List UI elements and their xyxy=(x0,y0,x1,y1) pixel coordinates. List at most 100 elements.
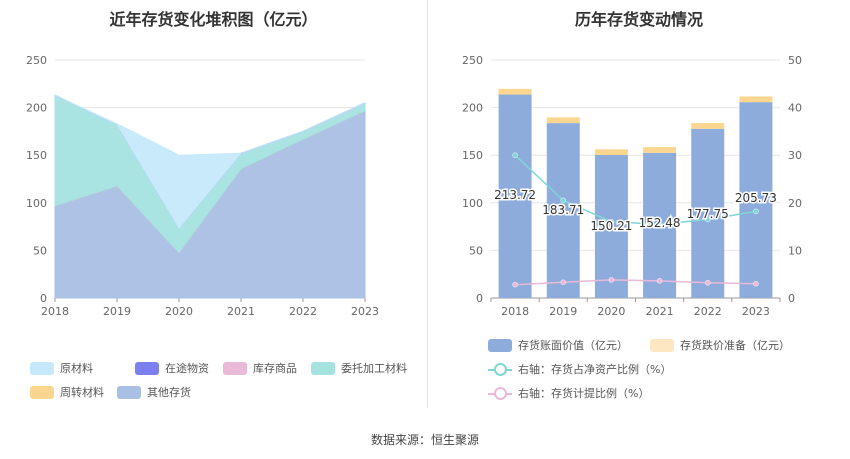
y-tick-label: 0 xyxy=(40,292,47,305)
y-tick-label: 200 xyxy=(462,102,483,115)
line-point xyxy=(705,216,711,223)
legend-item[interactable]: 在途物资 xyxy=(135,360,209,376)
legend-label: 存货跌价准备（亿元） xyxy=(680,339,790,352)
legend-item[interactable]: 周转材料 xyxy=(30,384,104,400)
x-tick-label: 2023 xyxy=(351,305,379,318)
y2-tick-label: 30 xyxy=(788,149,802,162)
legend-swatch xyxy=(488,386,512,400)
bar-data-label: 152.48 xyxy=(639,216,681,230)
legend-label: 存货账面价值（亿元） xyxy=(518,339,628,352)
line-point xyxy=(512,281,518,288)
y-tick-label: 50 xyxy=(33,244,47,257)
bar-data-label: 183.71 xyxy=(542,203,584,217)
legend-item[interactable]: 库存商品 xyxy=(223,360,297,376)
bar-inventory-value xyxy=(691,128,725,298)
legend-label: 库存商品 xyxy=(253,362,297,375)
legend-swatch xyxy=(223,361,247,375)
data-source-note: 数据来源：恒生聚源 xyxy=(370,433,479,447)
stacked-area-chart-panel: 近年存货变化堆积图（亿元） 0 50 100 150 200 250 2018 2019 202… xyxy=(0,0,427,410)
legend-label: 原材料 xyxy=(60,362,93,375)
line-point xyxy=(608,277,615,283)
legend-swatch xyxy=(117,385,141,399)
x-tick-label: 2018 xyxy=(501,305,529,318)
stacked-area-chart: 0 50 100 150 200 250 2018 2019 2020 2021 2022 2023 xyxy=(26,54,379,318)
right-chart-title: 历年存货变动情况 xyxy=(574,10,703,29)
x-tick-label: 2020 xyxy=(165,305,193,318)
line-point xyxy=(656,221,663,227)
line-point xyxy=(512,152,518,158)
bar-line-chart: 0 50 100 150 200 250 0 10 20 30 40 50 2018 2019 2020 20… xyxy=(462,54,802,318)
y-tick-label: 200 xyxy=(26,102,47,115)
x-tick-label: 2021 xyxy=(227,305,255,318)
x-tick-label: 2019 xyxy=(549,305,577,318)
y-tick-label: 250 xyxy=(462,54,483,67)
bar-impairment-provision xyxy=(498,88,532,95)
legend-item[interactable]: 委托加工材料 xyxy=(311,360,407,376)
line-point xyxy=(560,279,566,286)
legend-swatch xyxy=(488,362,512,376)
bar-impairment-provision xyxy=(643,147,677,153)
area-series xyxy=(54,94,366,230)
legend-item[interactable]: 右轴：存货计提比例（%） xyxy=(488,385,649,401)
x-tick-label: 2021 xyxy=(646,305,674,318)
line-point xyxy=(753,208,759,215)
bar-impairment-provision xyxy=(594,149,628,156)
y2-tick-label: 50 xyxy=(788,54,802,67)
line-point xyxy=(608,219,615,225)
legend-swatch xyxy=(135,361,159,375)
legend-swatch xyxy=(30,361,54,375)
bar-impairment-provision xyxy=(739,96,773,103)
y-tick-label: 0 xyxy=(476,292,483,305)
bar-data-label: 150.21 xyxy=(590,219,632,233)
legend-label: 委托加工材料 xyxy=(341,362,407,375)
bar-data-label: 205.73 xyxy=(735,191,777,205)
line-point xyxy=(705,280,711,286)
y-tick-label: 100 xyxy=(26,197,47,210)
line-point xyxy=(560,197,566,204)
panel-divider xyxy=(427,0,428,408)
y-tick-label: 150 xyxy=(462,149,483,162)
legend-label: 在途物资 xyxy=(165,362,209,375)
bar-impairment-provision xyxy=(691,123,725,129)
line-point xyxy=(753,280,759,287)
left-chart-title: 近年存货变化堆积图（亿元） xyxy=(109,10,318,29)
y2-tick-label: 10 xyxy=(788,244,802,257)
x-tick-label: 2022 xyxy=(694,305,722,318)
legend-label: 其他存货 xyxy=(147,386,191,399)
y-tick-label: 150 xyxy=(26,149,47,162)
x-tick-label: 2020 xyxy=(597,305,625,318)
legend-label: 右轴：存货计提比例（%） xyxy=(518,387,650,400)
bar-data-label: 213.72 xyxy=(494,188,536,202)
bar-line-chart-panel: 历年存货变动情况 0 50 100 150 200 250 0 10 20 30 40 50 2018 2… xyxy=(428,0,850,410)
x-tick-label: 2019 xyxy=(103,305,131,318)
legend-swatch xyxy=(30,385,54,399)
bar-inventory-value xyxy=(594,155,628,298)
x-tick-label: 2023 xyxy=(742,305,770,318)
y2-tick-label: 40 xyxy=(788,102,802,115)
y-tick-label: 50 xyxy=(469,244,483,257)
bar-impairment-provision xyxy=(546,117,580,124)
legend-swatch xyxy=(650,338,674,352)
x-tick-label: 2022 xyxy=(289,305,317,318)
y-tick-label: 250 xyxy=(26,54,47,67)
y2-tick-label: 0 xyxy=(788,292,795,305)
y2-tick-label: 20 xyxy=(788,197,802,210)
legend-item[interactable]: 其他存货 xyxy=(117,384,191,400)
line-point xyxy=(656,278,663,284)
legend-swatch xyxy=(311,361,335,375)
legend-label: 周转材料 xyxy=(60,386,104,399)
bar-data-label: 177.75 xyxy=(687,207,729,221)
legend-item[interactable]: 右轴：存货占净资产比例（%） xyxy=(488,361,671,377)
legend-item[interactable]: 存货账面价值（亿元） xyxy=(488,337,628,353)
bar-inventory-value xyxy=(498,94,532,298)
line-series xyxy=(514,154,757,225)
legend-item[interactable]: 存货跌价准备（亿元） xyxy=(650,337,790,353)
legend-swatch xyxy=(488,338,512,352)
line-series xyxy=(515,279,756,286)
bar-inventory-value xyxy=(546,123,580,298)
x-tick-label: 2018 xyxy=(41,305,69,318)
bar-inventory-value xyxy=(739,102,773,298)
legend-label: 右轴：存货占净资产比例（%） xyxy=(518,363,672,376)
y-tick-label: 100 xyxy=(462,197,483,210)
legend-item[interactable]: 原材料 xyxy=(30,360,93,376)
